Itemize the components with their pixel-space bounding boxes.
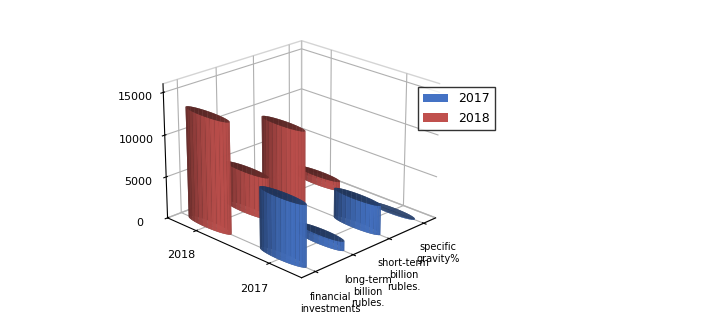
Legend: 2017, 2018: 2017, 2018 <box>418 87 495 129</box>
